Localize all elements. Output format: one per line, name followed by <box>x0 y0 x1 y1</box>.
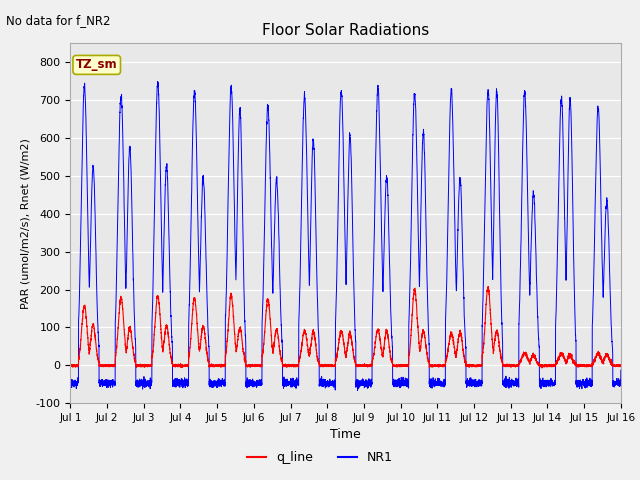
Text: No data for f_NR2: No data for f_NR2 <box>6 14 111 27</box>
q_line <box>469 363 477 369</box>
q_line <box>327 362 335 368</box>
NR1 <box>587 380 595 385</box>
q_line <box>253 363 261 369</box>
NR1 <box>253 380 261 386</box>
q_line <box>617 362 625 368</box>
q_line <box>484 284 492 289</box>
q_line <box>587 363 595 369</box>
NR1 <box>594 103 602 109</box>
NR1 <box>354 387 362 393</box>
NR1 <box>154 79 161 84</box>
Line: NR1: NR1 <box>70 82 621 390</box>
q_line <box>484 285 492 291</box>
NR1 <box>484 91 492 96</box>
Legend: q_line, NR1: q_line, NR1 <box>243 446 397 469</box>
q_line <box>67 363 74 369</box>
X-axis label: Time: Time <box>330 429 361 442</box>
q_line <box>538 365 546 371</box>
NR1 <box>469 377 477 383</box>
Y-axis label: PAR (umol/m2/s), Rnet (W/m2): PAR (umol/m2/s), Rnet (W/m2) <box>20 138 30 309</box>
NR1 <box>67 381 74 387</box>
q_line <box>594 352 602 358</box>
NR1 <box>327 383 335 388</box>
NR1 <box>617 367 625 373</box>
Line: q_line: q_line <box>70 287 621 368</box>
Text: TZ_sm: TZ_sm <box>76 59 118 72</box>
Title: Floor Solar Radiations: Floor Solar Radiations <box>262 23 429 38</box>
